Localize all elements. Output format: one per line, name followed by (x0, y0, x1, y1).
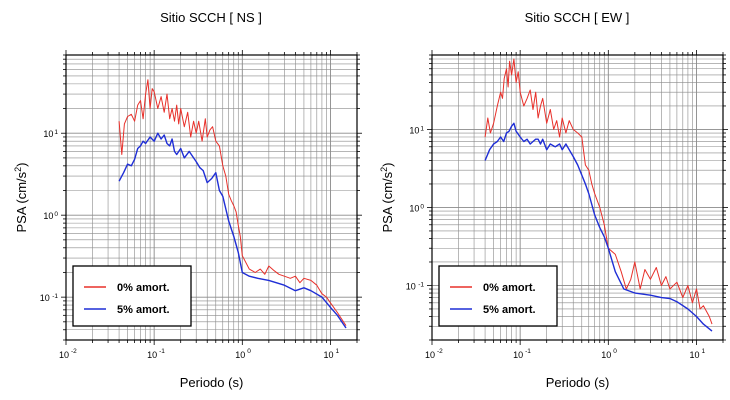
x-tick-label-exponent: -2 (71, 348, 77, 355)
x-tick-label: 10 (323, 350, 333, 360)
legend: 0% amort. 5% amort. (438, 265, 558, 327)
axis-ticks (427, 50, 728, 345)
chart-title: Sitio SCCH [ NS ] (160, 10, 262, 25)
series-line-1 (484, 58, 713, 325)
y-tick-label-exponent: 0 (54, 211, 58, 218)
chart-panel-1: Sitio SCCH [ NS ]10 -2 10 -1 10 0 10 1-11001011… (13, 10, 362, 390)
x-tick-label: 10 (235, 350, 245, 360)
y-tick-label-exponent: 1 (420, 125, 424, 132)
x-tick-label: 10 (601, 350, 611, 360)
x-tick-label-exponent: 1 (701, 348, 705, 355)
x-axis-label: Periodo (s) (546, 375, 610, 390)
plot-frame (431, 54, 724, 341)
y-tick-label: 10 (409, 203, 419, 213)
y-tick-label: 10 (43, 211, 53, 221)
x-tick-label: 10 (689, 350, 699, 360)
y-tick-label-exponent: 0 (420, 203, 424, 210)
y-tick-label: 10 (409, 125, 419, 135)
legend-box (438, 265, 558, 327)
legend: 0% amort. 5% amort. (72, 265, 192, 327)
grid-lines (65, 54, 358, 341)
x-tick-label: 10 (147, 350, 157, 360)
plot-frame (65, 54, 358, 341)
x-tick-label-exponent: -2 (437, 348, 443, 355)
y-tick-label-exponent: -1 (418, 281, 424, 288)
series-line-1 (118, 79, 347, 326)
x-axis-label: Periodo (s) (180, 375, 244, 390)
x-tick-label: 10 (425, 350, 435, 360)
series-line-2 (484, 122, 713, 332)
series-line-2 (118, 132, 347, 329)
y-tick-label: 10 (40, 293, 50, 303)
legend-label: 5% amort. (483, 304, 536, 316)
x-tick-label-exponent: 0 (247, 348, 251, 355)
axis-ticks (61, 50, 362, 345)
legend-label: 5% amort. (117, 304, 170, 316)
y-axis-label: PSA (cm/s2) (13, 162, 29, 232)
y-tick-label-exponent: 1 (54, 129, 58, 136)
x-tick-label-exponent: -1 (525, 348, 531, 355)
y-tick-label: 10 (406, 281, 416, 291)
x-tick-label: 10 (513, 350, 523, 360)
x-tick-label: 10 (59, 350, 69, 360)
y-tick-label: 10 (43, 129, 53, 139)
legend-label: 0% amort. (483, 282, 536, 294)
y-tick-label-exponent: -1 (52, 293, 58, 300)
x-tick-label-exponent: 0 (613, 348, 617, 355)
chart-title: Sitio SCCH [ EW ] (525, 10, 630, 25)
legend-label: 0% amort. (117, 282, 170, 294)
y-axis-label: PSA (cm/s2) (379, 162, 395, 232)
x-tick-label-exponent: -1 (159, 348, 165, 355)
legend-box (72, 265, 192, 327)
x-tick-label-exponent: 1 (335, 348, 339, 355)
chart-panel-2: Sitio SCCH [ EW ]10 -2 10 -1 10 0 10 1-11001011… (379, 10, 728, 390)
